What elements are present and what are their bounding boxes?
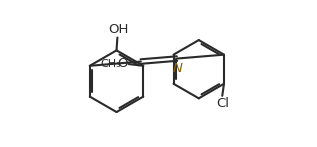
Text: O: O xyxy=(117,57,128,70)
Text: N: N xyxy=(173,62,183,75)
Text: Cl: Cl xyxy=(216,97,229,110)
Text: CH₃: CH₃ xyxy=(101,59,121,69)
Text: OH: OH xyxy=(108,23,128,36)
